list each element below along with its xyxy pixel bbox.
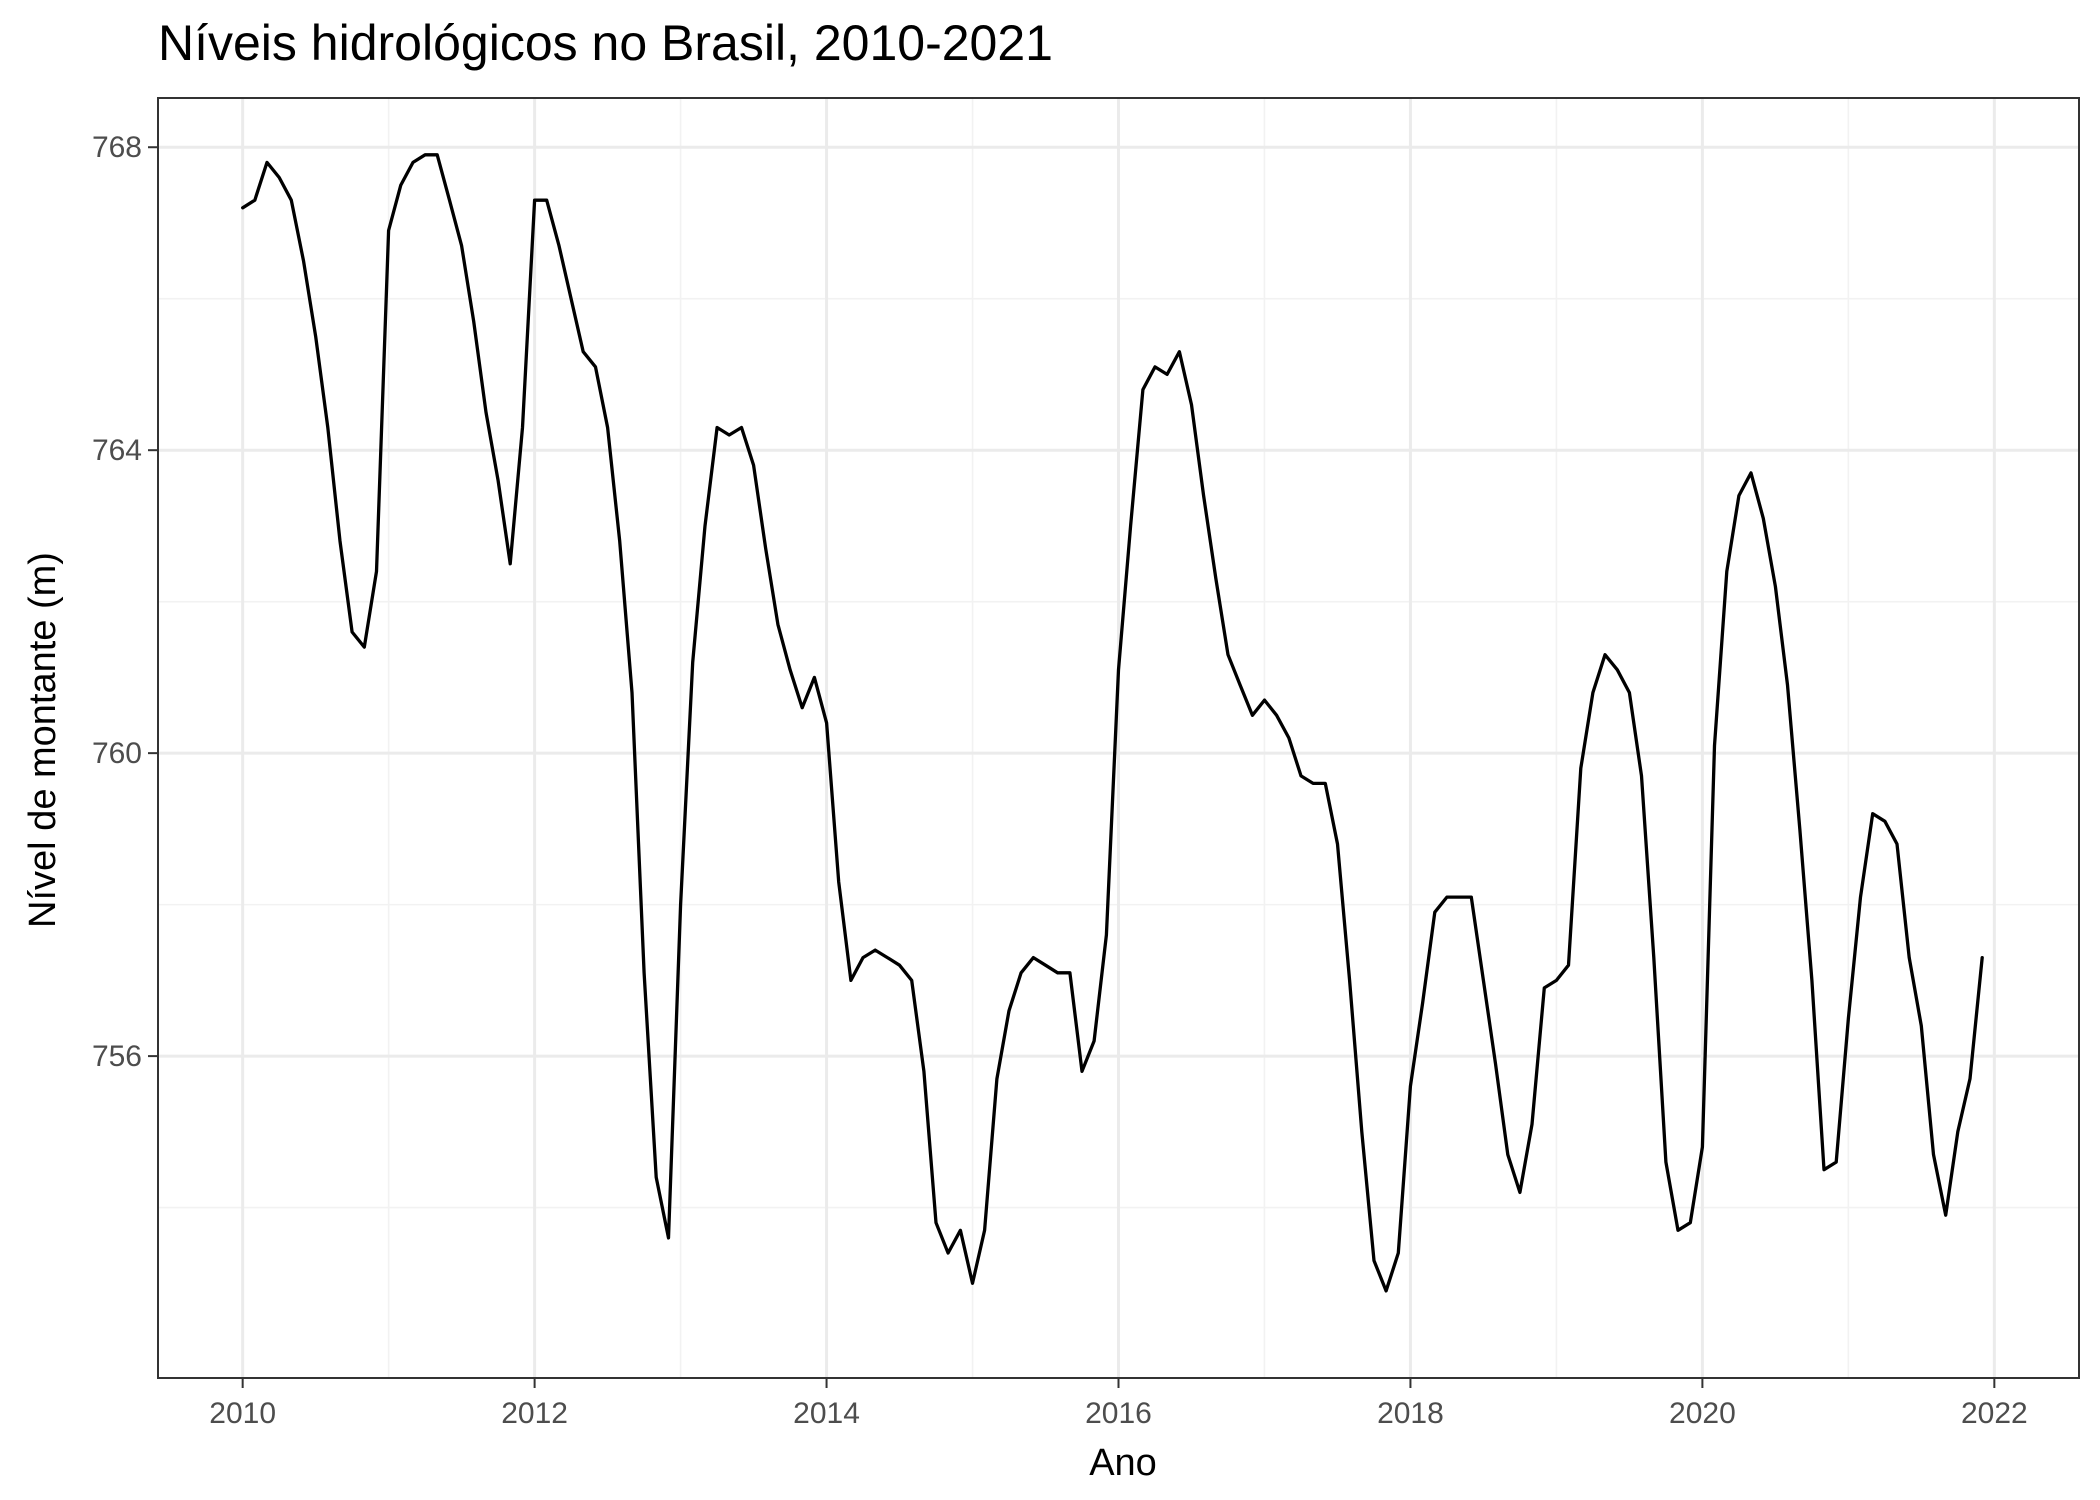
x-tick-label: 2014 [793,1397,860,1430]
x-tick-label: 2010 [209,1397,276,1430]
chart-title: Níveis hidrológicos no Brasil, 2010-2021 [158,15,1053,71]
y-tick-label: 760 [92,737,142,770]
y-axis-title: Nível de montante (m) [22,552,64,928]
y-tick-label: 768 [92,131,142,164]
x-axis: 2010 2012 2014 2016 2018 2020 2022 [209,1378,2028,1430]
x-tick-label: 2012 [501,1397,568,1430]
x-tick-label: 2016 [1085,1397,1152,1430]
x-tick-label: 2018 [1377,1397,1444,1430]
series-line [241,153,1984,1293]
y-tick-label: 764 [92,434,142,467]
x-tick-label: 2022 [1961,1397,2028,1430]
x-tick-label: 2020 [1669,1397,1736,1430]
y-axis: 756 760 764 768 [92,131,158,1073]
y-tick-label: 756 [92,1040,142,1073]
x-axis-title: Ano [1089,1442,1157,1484]
